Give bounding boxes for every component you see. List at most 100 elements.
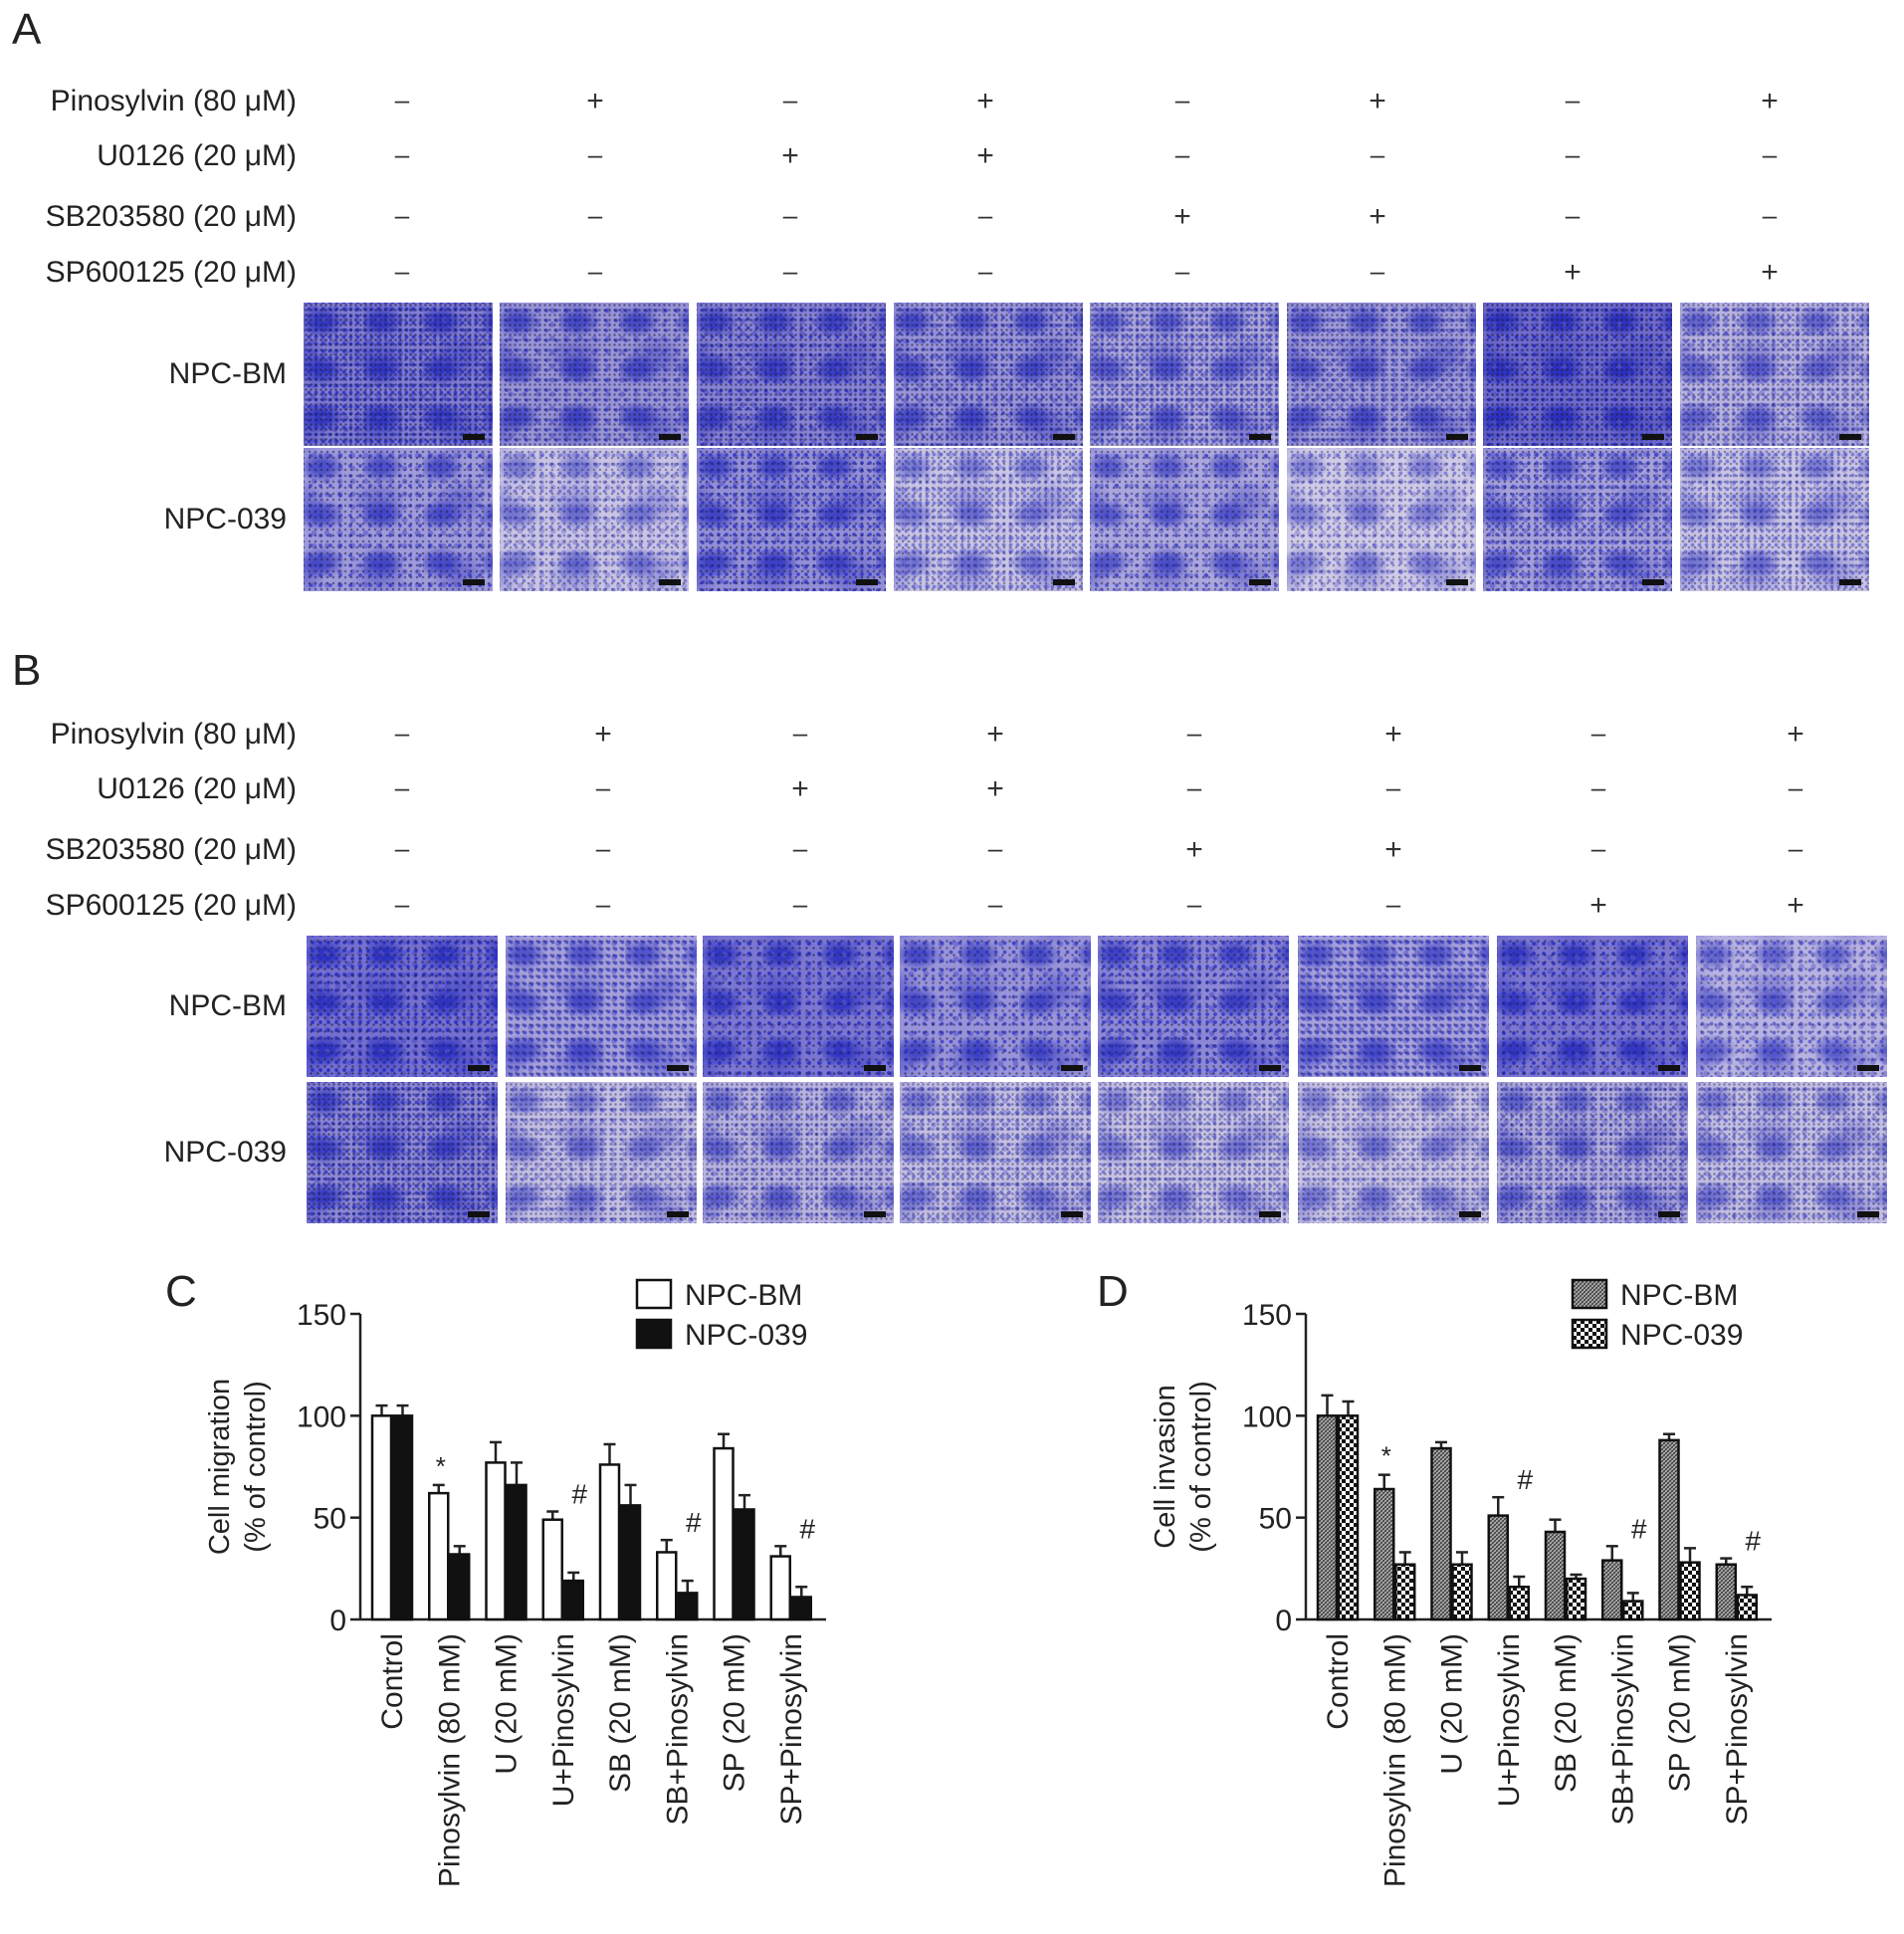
category-label-text: Control: [1322, 1633, 1355, 1730]
table-a-row-label: Pinosylvin (80 μM): [50, 85, 297, 117]
scale-bar: [468, 1211, 490, 1217]
table-b-sign: –: [1788, 772, 1803, 802]
bar-npc-bm-2: [1374, 1487, 1395, 1621]
table-a-sign: +: [781, 139, 799, 172]
table-b-sign: –: [1788, 833, 1803, 863]
category-label: U+Pinosylvin: [547, 1633, 580, 1807]
table-a-sign: –: [1174, 85, 1190, 114]
table-b-sign: –: [1385, 889, 1401, 919]
scale-bar: [1459, 1065, 1481, 1071]
table-a-sign: –: [1370, 139, 1385, 169]
table-a-sign: –: [394, 200, 410, 230]
category-label-text: SP (20 mM): [719, 1633, 751, 1792]
y-tick-label: 100: [297, 1400, 346, 1433]
bar-npc-039-2: [449, 1553, 471, 1621]
significance-hash: #: [1745, 1526, 1761, 1557]
scale-bar: [1857, 1211, 1879, 1217]
table-b-sign: +: [594, 718, 612, 751]
table-a-sign: –: [977, 200, 993, 230]
micrograph-npc-039-5: [1098, 1082, 1289, 1223]
micrograph-npc-039-4: [900, 1082, 1091, 1223]
y-tick-label: 0: [329, 1605, 346, 1637]
scale-bar: [1249, 434, 1271, 440]
scale-bar: [1658, 1065, 1680, 1071]
scale-bar: [1459, 1211, 1481, 1217]
table-b-sign: +: [1384, 718, 1402, 751]
significance-hash: #: [686, 1507, 702, 1538]
legend-swatch-npc-039: [1571, 1318, 1608, 1350]
category-label-text: SP (20 mM): [1664, 1633, 1697, 1792]
bar-npc-bm-3: [1430, 1446, 1452, 1621]
table-a-sign: –: [394, 139, 410, 169]
bar-npc-039-4: [1508, 1586, 1530, 1621]
invasion-chart-svg: 0 50 100 150 Cell invasion (% of control) Cont…: [1150, 1278, 1772, 1887]
category-label-text: U (20 mM): [491, 1633, 524, 1775]
table-a-sign: –: [587, 256, 603, 286]
micrograph-npc-bm-4: [894, 303, 1083, 446]
bar-npc-039-4: [562, 1579, 584, 1621]
category-label: Pinosylvin (80 mM): [433, 1633, 466, 1887]
legend-label: NPC-039: [1620, 1319, 1743, 1352]
table-a-row-label: U0126 (20 μM): [97, 139, 297, 172]
bar-npc-039-2: [1394, 1563, 1416, 1621]
bar-npc-bm-2: [428, 1491, 450, 1621]
scale-bar: [659, 434, 681, 440]
category-label-text: U+Pinosylvin: [547, 1633, 580, 1807]
scale-bar: [1857, 1065, 1879, 1071]
bar-npc-039-8: [1736, 1594, 1758, 1621]
table-a-sign: –: [394, 256, 410, 286]
micrograph-npc-039-5: [1090, 448, 1279, 591]
table-a-sign: –: [1565, 139, 1581, 169]
table-b-sign: –: [595, 772, 611, 802]
table-b-sign: –: [1186, 718, 1202, 748]
significance-star: *: [436, 1451, 446, 1481]
table-b-sign: –: [987, 889, 1003, 919]
scale-bar: [856, 579, 878, 585]
table-b-sign: +: [791, 772, 809, 805]
scale-bar: [864, 1065, 886, 1071]
category-label-text: U (20 mM): [1436, 1633, 1469, 1775]
category-label: SP+Pinosylvin: [775, 1633, 808, 1826]
table-a-sign: –: [394, 85, 410, 114]
table-b-sign: –: [1186, 772, 1202, 802]
y-axis-label: Cell migration (% of control): [204, 1379, 272, 1555]
micrograph-npc-bm-8: [1696, 936, 1887, 1077]
y-tick-label: 50: [1259, 1503, 1292, 1536]
y-axis-label-line1: Cell migration: [204, 1379, 236, 1555]
table-b-sign: –: [595, 889, 611, 919]
micrograph-npc-bm-6: [1287, 303, 1476, 446]
significance-hash: #: [799, 1513, 815, 1544]
micrograph-npc-039-3: [697, 448, 886, 591]
table-a-sign: –: [1762, 200, 1778, 230]
legend-label: NPC-BM: [685, 1279, 802, 1312]
category-label: SB+Pinosylvin: [1606, 1633, 1639, 1826]
significance-star: *: [1381, 1441, 1391, 1471]
bar-npc-bm-7: [713, 1446, 735, 1621]
scale-bar: [667, 1211, 689, 1217]
y-tick-label: 100: [1242, 1400, 1292, 1433]
micrograph-npc-039-2: [500, 448, 689, 591]
legend-swatch-npc-bm: [1571, 1278, 1608, 1310]
panel-label-c: C: [165, 1267, 197, 1316]
table-b-sign: –: [1385, 772, 1401, 802]
y-axis-label-line2: (% of control): [240, 1381, 272, 1552]
scale-bar: [1446, 579, 1468, 585]
table-a-sign: +: [1761, 85, 1779, 117]
scale-bar: [1839, 434, 1861, 440]
y-axis-label: Cell invasion (% of control): [1150, 1381, 1217, 1552]
bar-npc-bm-8: [769, 1555, 791, 1621]
micrograph-npc-bm-5: [1090, 303, 1279, 446]
y-axis-label-line2: (% of control): [1185, 1381, 1217, 1552]
y-axis-label-line1: Cell invasion: [1150, 1385, 1181, 1548]
category-label-text: Pinosylvin (80 mM): [433, 1633, 466, 1887]
legend-swatch-npc-bm: [635, 1278, 673, 1310]
migration-chart: 0 50 100 150 Cell migration (% of control) Con…: [189, 1264, 866, 1929]
table-b-sign: –: [394, 833, 410, 863]
table-b-sign: –: [1590, 833, 1606, 863]
table-b-sign: –: [595, 833, 611, 863]
table-a-row-label: SB203580 (20 μM): [45, 200, 297, 233]
scale-bar: [1053, 579, 1075, 585]
y-tick-label: 150: [1242, 1299, 1292, 1332]
table-a-sign: +: [1369, 85, 1386, 117]
table-a-sign: –: [587, 200, 603, 230]
